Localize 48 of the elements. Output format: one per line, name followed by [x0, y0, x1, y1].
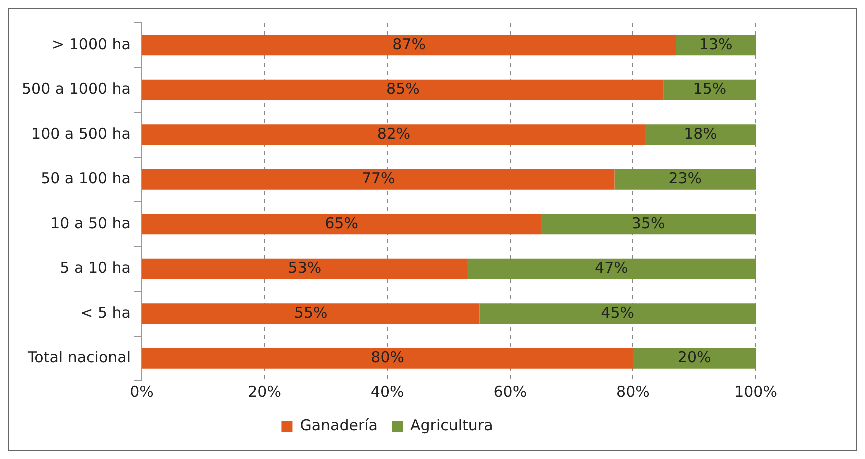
- x-tick-label: 40%: [370, 382, 404, 401]
- data-label: 13%: [699, 35, 733, 54]
- y-tick-label: > 1000 ha: [52, 35, 131, 54]
- y-tick-label: 100 a 500 ha: [32, 124, 131, 143]
- bar: [142, 35, 676, 56]
- data-label: 65%: [325, 214, 358, 232]
- bar: [142, 258, 468, 280]
- legend-label: Ganadería: [300, 416, 378, 434]
- x-tick-label: 0%: [130, 382, 154, 401]
- bar: [142, 124, 646, 146]
- x-tick-label: 20%: [248, 382, 282, 401]
- x-tick-label: 60%: [494, 382, 528, 401]
- y-tick-label: 500 a 1000 ha: [22, 80, 131, 98]
- bar: [142, 304, 480, 324]
- y-tick-label: 50 a 100 ha: [41, 170, 131, 188]
- x-tick-label: 100%: [734, 382, 778, 401]
- data-label: 20%: [678, 348, 712, 367]
- bar: [676, 35, 756, 56]
- y-tick-label: 5 a 10 ha: [60, 259, 131, 278]
- bar: [142, 348, 634, 369]
- data-label: 45%: [601, 304, 635, 322]
- data-label: 53%: [288, 259, 322, 278]
- data-label: 77%: [362, 170, 396, 188]
- bar: [142, 169, 615, 190]
- data-label: 47%: [595, 259, 628, 278]
- bar: [142, 214, 542, 235]
- bar: [633, 348, 756, 369]
- bar: [664, 80, 756, 100]
- data-label: 18%: [684, 124, 718, 143]
- bar: [645, 124, 756, 146]
- x-tick-label: 80%: [616, 382, 650, 401]
- data-label: 15%: [693, 80, 727, 98]
- bar: [142, 80, 664, 100]
- bar: [467, 258, 756, 280]
- data-label: 35%: [632, 214, 666, 232]
- y-tick-label: 10 a 50 ha: [50, 214, 131, 232]
- bar: [541, 214, 756, 235]
- y-tick-label: < 5 ha: [80, 304, 131, 322]
- bar: [614, 169, 756, 190]
- data-label: 82%: [377, 124, 411, 143]
- bar: [480, 304, 756, 324]
- data-label: 23%: [668, 170, 702, 188]
- legend-label: Agricultura: [410, 416, 494, 434]
- data-label: 55%: [294, 304, 328, 322]
- data-label: 87%: [392, 35, 426, 54]
- data-label: 85%: [386, 80, 420, 98]
- data-label: 80%: [371, 348, 405, 367]
- y-tick-label: Total nacional: [27, 348, 131, 367]
